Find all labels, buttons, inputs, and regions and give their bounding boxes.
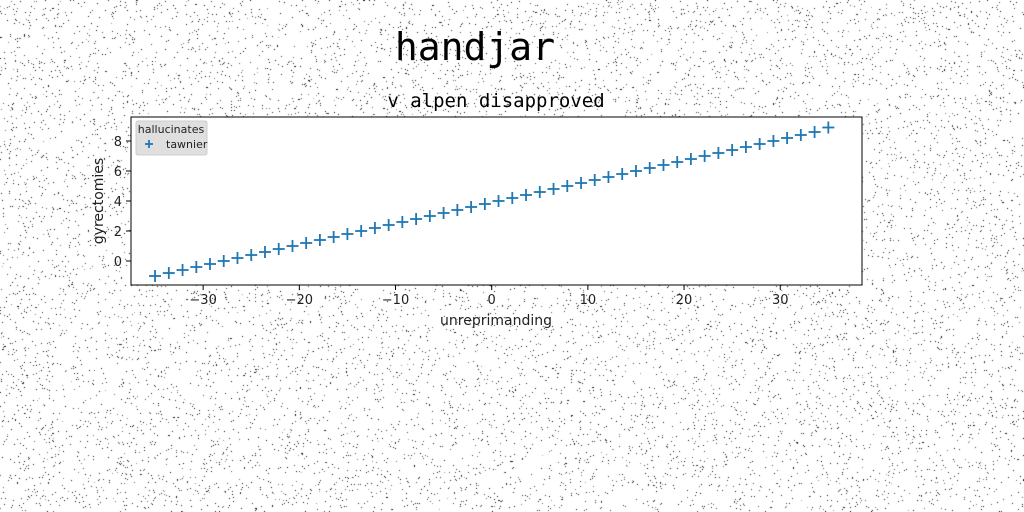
chart-title: handjar — [395, 25, 555, 69]
x-tick-label: 20 — [676, 293, 693, 308]
legend: hallucinates tawnier — [135, 120, 208, 156]
data-point — [684, 153, 697, 165]
data-point — [451, 204, 464, 216]
data-point — [313, 234, 326, 246]
data-point — [190, 261, 203, 273]
data-point — [616, 168, 629, 180]
y-tick-label: 4 — [114, 195, 122, 210]
data-point — [533, 186, 546, 198]
x-tick-label: 30 — [772, 293, 789, 308]
data-point — [286, 240, 299, 252]
x-tick-label: −30 — [189, 293, 216, 308]
data-point — [176, 264, 189, 276]
data-point — [808, 126, 821, 138]
x-tick-label: 10 — [580, 293, 597, 308]
data-point — [671, 156, 684, 168]
data-point — [410, 213, 423, 225]
data-point — [506, 192, 519, 204]
y-tick-label: 0 — [114, 255, 122, 270]
data-point — [492, 195, 505, 207]
data-point — [588, 174, 601, 186]
data-point — [327, 231, 340, 243]
x-axis-label: unreprimanding — [440, 313, 552, 329]
x-tick-label: 0 — [488, 293, 496, 308]
data-point — [767, 135, 780, 147]
data-point — [272, 243, 285, 255]
data-point — [712, 147, 725, 159]
data-point — [547, 183, 560, 195]
legend-entry-label: tawnier — [166, 138, 208, 151]
data-point — [561, 180, 574, 192]
y-tick-label: 2 — [114, 225, 122, 240]
data-point — [478, 198, 491, 210]
data-point — [602, 171, 615, 183]
x-axis: −30 −20 −10 0 10 20 30 — [189, 285, 789, 308]
y-axis: 0 2 4 6 8 — [114, 135, 131, 270]
data-point — [149, 270, 162, 282]
data-point — [341, 228, 354, 240]
data-point — [575, 177, 588, 189]
data-series — [149, 121, 835, 282]
legend-box — [135, 120, 208, 156]
data-point — [794, 129, 807, 141]
data-point — [203, 258, 216, 270]
data-point — [396, 216, 409, 228]
x-tick-label: −10 — [382, 293, 409, 308]
data-point — [657, 159, 670, 171]
data-point — [382, 219, 395, 231]
data-point — [726, 144, 739, 156]
chart-subtitle: v alpen disapproved — [387, 90, 604, 112]
data-point — [300, 237, 313, 249]
x-tick-label: −20 — [286, 293, 313, 308]
y-tick-label: 8 — [114, 135, 122, 150]
data-point — [629, 165, 642, 177]
legend-title: hallucinates — [138, 123, 205, 136]
data-point — [162, 267, 175, 279]
data-point — [245, 249, 258, 261]
data-point — [465, 201, 478, 213]
data-point — [698, 150, 711, 162]
data-point — [217, 255, 230, 267]
data-point — [643, 162, 656, 174]
data-point — [258, 246, 271, 258]
data-point — [781, 132, 794, 144]
data-point — [368, 222, 381, 234]
data-point — [437, 207, 450, 219]
data-point — [423, 210, 436, 222]
y-axis-label: gyrectomies — [91, 158, 107, 244]
data-point — [231, 252, 244, 264]
data-point — [753, 138, 766, 150]
legend-marker-plus-icon — [145, 140, 153, 148]
data-point — [822, 121, 835, 134]
data-point — [739, 141, 752, 153]
data-point — [355, 225, 368, 237]
data-point — [520, 189, 533, 201]
y-tick-label: 6 — [114, 165, 122, 180]
